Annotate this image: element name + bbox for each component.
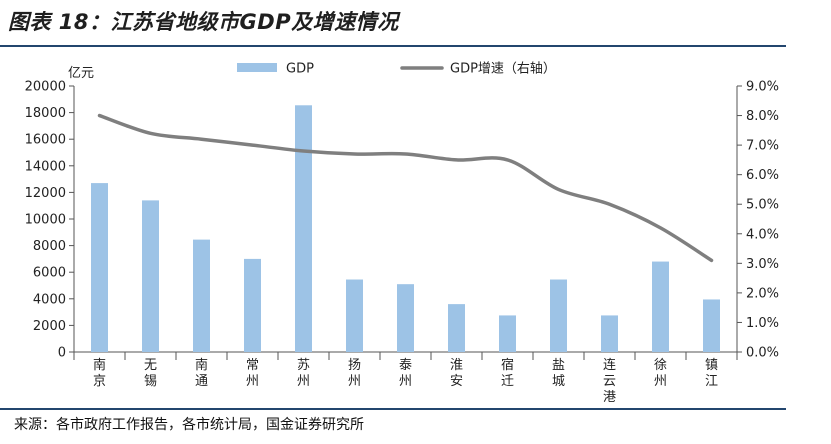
gdp-bar (550, 279, 567, 352)
y-left-tick-label: 8000 (33, 239, 66, 254)
x-category-label: 常州 (246, 358, 259, 389)
gdp-bar (601, 315, 618, 352)
y-left-tick-label: 2000 (33, 319, 66, 334)
gdp-bar (295, 105, 312, 352)
legend-gdp-label: GDP (286, 62, 314, 77)
x-category-label: 镇江 (705, 358, 718, 389)
y-left-tick-label: 14000 (25, 159, 66, 174)
x-category-label: 南京 (93, 357, 106, 389)
y-left-tick-label: 10000 (25, 213, 66, 228)
y-left-tick-label: 4000 (33, 292, 66, 307)
y-left-tick-label: 0 (58, 346, 66, 361)
gdp-bar (244, 258, 261, 352)
x-category-label: 扬州 (348, 358, 361, 389)
top-rule (0, 45, 786, 47)
x-category-label: 连云港 (603, 357, 616, 405)
legend-growth-label: GDP增速（右轴） (450, 62, 556, 77)
y-right-tick-label: 6.0% (746, 168, 779, 183)
x-category-label: 苏州 (297, 357, 310, 389)
y-right-tick-label: 7.0% (746, 139, 779, 154)
gdp-bar (448, 304, 465, 352)
bottom-rule (0, 408, 786, 410)
y-right-tick-label: 5.0% (746, 198, 779, 213)
gdp-bar (91, 183, 108, 352)
y-left-tick-label: 12000 (25, 186, 66, 201)
chart-canvas: 0 2000 4000 6000 8000 10000 12000 14000 16000 180… (25, 62, 779, 406)
x-category-label: 徐州 (654, 358, 667, 389)
chart-title: 图表 18：江苏省地级市GDP及增速情况 (8, 10, 399, 34)
gdp-growth-line (97, 113, 714, 263)
y-right-tick-label: 8.0% (746, 109, 779, 124)
y-left-tick-label: 16000 (25, 133, 66, 148)
x-category-label: 淮安 (450, 358, 463, 389)
gdp-bar (346, 279, 363, 352)
gdp-bar (652, 261, 669, 352)
y-left-unit-label: 亿元 (68, 66, 94, 81)
y-left-tick-label: 18000 (25, 106, 66, 121)
y-right-tick-label: 0.0% (746, 346, 779, 361)
y-right-tick-label: 9.0% (746, 80, 779, 95)
y-right-tick-label: 2.0% (746, 286, 779, 301)
gdp-bar (499, 315, 516, 352)
y-right-tick-label: 1.0% (746, 316, 779, 331)
source-note: 来源：各市政府工作报告，各市统计局，国金证券研究所 (14, 417, 364, 433)
y-right-tick-label: 3.0% (746, 257, 779, 272)
gdp-bar (397, 284, 414, 352)
x-category-label: 泰州 (399, 358, 412, 389)
y-left-tick-label: 6000 (33, 266, 66, 281)
x-category-label: 无锡 (144, 358, 157, 389)
gdp-bar (703, 299, 720, 352)
x-category-label: 宿迁 (501, 357, 514, 389)
gdp-bar (142, 200, 159, 352)
x-category-label: 南通 (195, 357, 208, 389)
y-right-tick-label: 4.0% (746, 227, 779, 242)
legend-gdp-swatch (237, 63, 277, 72)
gdp-bar (193, 239, 210, 352)
x-category-label: 盐城 (552, 358, 565, 389)
y-left-tick-label: 20000 (25, 80, 66, 95)
